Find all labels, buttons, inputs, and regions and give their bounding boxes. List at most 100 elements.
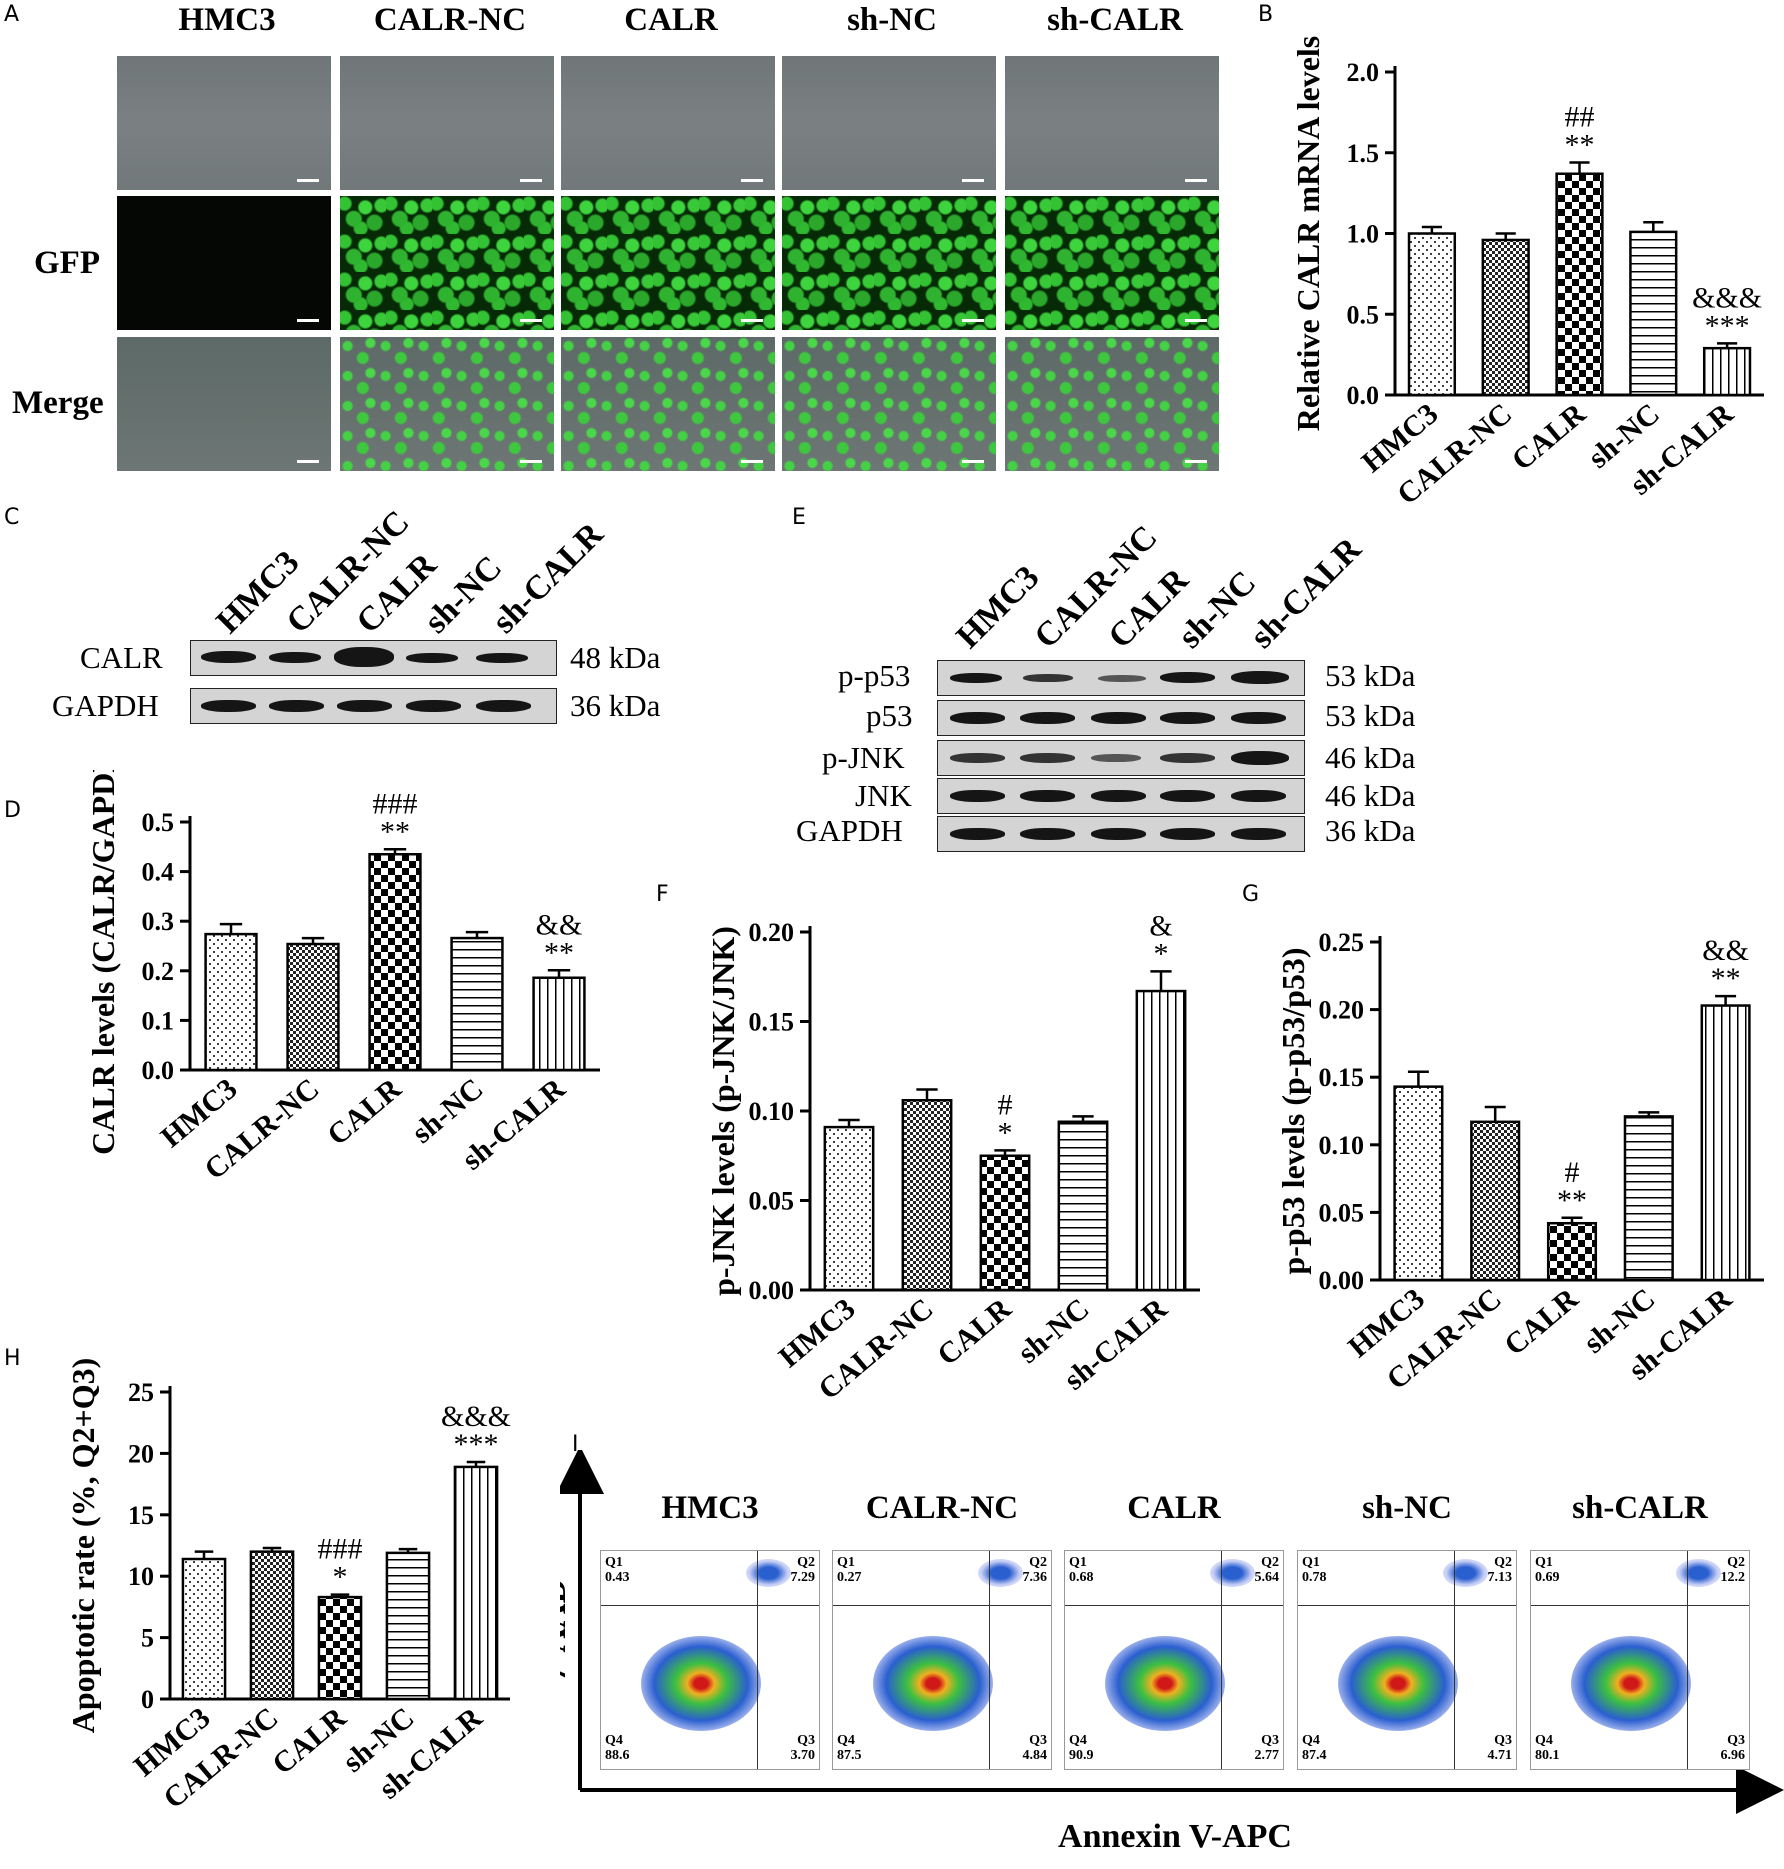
y-tick-label: 25 xyxy=(128,1378,154,1407)
blot-protein-label: GAPDH xyxy=(52,688,159,723)
bar xyxy=(1629,230,1678,397)
brightfield-image-hmc3 xyxy=(117,56,331,190)
y-tick-label: 1.0 xyxy=(1347,220,1380,249)
x-tick-label: CALR xyxy=(931,1292,1018,1372)
col-header-calr-nc: CALR-NC xyxy=(373,2,527,38)
flow-plot-title: CALR xyxy=(1127,1490,1221,1526)
blot-kda-label: 46 kDa xyxy=(1325,778,1416,813)
bar xyxy=(204,932,258,1072)
blot-strip-p-p53 xyxy=(937,660,1305,696)
panel-letter-c: C xyxy=(4,505,20,530)
significance-label: ### xyxy=(373,787,418,820)
bar xyxy=(1135,989,1187,1292)
bar xyxy=(317,1595,363,1701)
panel-i-axes: 7-AAD Annexin V-APC xyxy=(560,1450,1784,1855)
y-tick-label: 2.0 xyxy=(1347,58,1380,87)
blot-protein-label: p-p53 xyxy=(838,658,911,693)
bar xyxy=(1702,346,1752,397)
bar xyxy=(1407,232,1457,397)
y-tick-label: 0.05 xyxy=(1319,1198,1365,1227)
blot-protein-label: GAPDH xyxy=(796,813,903,848)
bar xyxy=(1057,1120,1109,1292)
lane-label: HMC3 xyxy=(949,559,1046,655)
brightfield-image-sh-nc xyxy=(782,56,996,190)
bar xyxy=(1481,238,1530,397)
significance-label: ** xyxy=(380,815,410,848)
blot-kda-label: 46 kDa xyxy=(1325,740,1416,775)
quadrant-label-q3: Q3 4.71 xyxy=(1487,1733,1513,1763)
panel-e-lane-labels: HMC3 CALR-NC CALR sh-NC sh-CALR xyxy=(949,519,1368,655)
bar xyxy=(450,936,504,1072)
panel-letter-i: I xyxy=(572,1432,579,1457)
y-tick-label: 0.5 xyxy=(142,808,175,837)
blot-protein-label: CALR xyxy=(80,640,163,675)
y-tick-label: 0.3 xyxy=(142,907,175,936)
chart-d-calr-protein: CALR levels (CALR/GAPDH) 0.0 0.1 0.2 0.3 0.4 0… xyxy=(85,770,600,1186)
blot-protein-label: p-JNK xyxy=(822,740,905,775)
significance-label: &&& xyxy=(1692,281,1762,314)
x-tick-label: CALR xyxy=(321,1072,408,1152)
gfp-image-hmc3 xyxy=(117,196,331,330)
brightfield-image-sh-calr xyxy=(1005,56,1219,190)
significance-label: && xyxy=(536,908,583,941)
blot-kda-label: 48 kDa xyxy=(570,640,661,675)
quadrant-label-q2: Q2 12.2 xyxy=(1720,1555,1746,1585)
chart-b-calr-mrna: Relative CALR mRNA levels 0.0 0.5 1.0 1.5 2.0… xyxy=(1290,36,1764,511)
merge-image-sh-nc xyxy=(782,337,996,471)
quadrant-label-q2: Q2 5.64 xyxy=(1254,1555,1280,1585)
col-header-sh-nc: sh-NC xyxy=(847,2,937,38)
quadrant-label-q1: Q1 0.27 xyxy=(837,1555,862,1585)
bar xyxy=(1470,1120,1521,1282)
chart-g-p-p53: p-p53 levels (p-p53/p53) 0.00 0.05 0.10 0.15… xyxy=(1275,928,1764,1396)
y-tick-label: 0.2 xyxy=(142,957,175,986)
y-tick-label: 0.10 xyxy=(749,1097,795,1126)
merge-image-hmc3 xyxy=(117,337,331,471)
significance-label: # xyxy=(998,1088,1013,1121)
bar xyxy=(181,1557,227,1701)
blot-strip-calr xyxy=(190,640,557,676)
bar xyxy=(1555,172,1604,397)
gfp-image-calr xyxy=(561,196,775,330)
row-label-merge: Merge xyxy=(12,385,104,421)
row-label-gfp: GFP xyxy=(34,245,100,281)
quadrant-label-q4: Q4 90.9 xyxy=(1069,1733,1094,1763)
y-tick-label: 0.25 xyxy=(1319,928,1365,957)
x-tick-label: CALR xyxy=(266,1701,353,1781)
quadrant-label-q1: Q1 0.78 xyxy=(1302,1555,1327,1585)
panel-letter-g: G xyxy=(1242,882,1260,907)
significance-label: && xyxy=(1702,934,1749,967)
merge-image-sh-calr xyxy=(1005,337,1219,471)
y-tick-label: 0.0 xyxy=(1347,381,1380,410)
blot-strip-gapdh xyxy=(190,688,557,724)
brightfield-image-calr-nc xyxy=(340,56,554,190)
blot-kda-label: 36 kDa xyxy=(1325,813,1416,848)
y-axis-label: 7-AAD xyxy=(560,1579,573,1681)
flow-plot: Q1 0.27 Q2 7.36 Q4 87.5 Q3 4.84 xyxy=(832,1550,1052,1770)
significance-label: ** xyxy=(1565,128,1595,161)
y-tick-label: 20 xyxy=(128,1439,154,1468)
quadrant-label-q2: Q2 7.13 xyxy=(1487,1555,1513,1585)
gfp-image-sh-nc xyxy=(782,196,996,330)
y-tick-label: 15 xyxy=(128,1501,154,1530)
significance-label: ** xyxy=(1711,962,1741,995)
significance-label: ## xyxy=(1565,100,1595,133)
quadrant-label-q1: Q1 0.69 xyxy=(1535,1555,1560,1585)
quadrant-label-q2: Q2 7.36 xyxy=(1022,1555,1048,1585)
flow-plot: Q1 0.43 Q2 7.29 Q4 88.6 Q3 3.70 xyxy=(600,1550,820,1770)
panel-letter-h: H xyxy=(4,1346,21,1371)
y-tick-label: 0.20 xyxy=(749,918,795,947)
y-axis-label: p-p53 levels (p-p53/p53) xyxy=(1275,947,1311,1274)
panel-letter-d: D xyxy=(4,798,21,823)
blot-kda-label: 53 kDa xyxy=(1325,658,1416,693)
y-tick-label: 0.20 xyxy=(1319,996,1365,1025)
col-header-sh-calr: sh-CALR xyxy=(1047,2,1183,38)
y-tick-label: 0.00 xyxy=(749,1276,795,1305)
flow-plot: Q1 0.78 Q2 7.13 Q4 87.4 Q3 4.71 xyxy=(1297,1550,1517,1770)
chart-h-apoptotic-rate: Apoptotic rate (%, Q2+Q3) 0510152025HMC3C… xyxy=(65,1358,511,1816)
flow-plot-title: CALR-NC xyxy=(865,1490,1019,1526)
bar xyxy=(823,1125,875,1292)
quadrant-label-q1: Q1 0.43 xyxy=(605,1555,630,1585)
x-axis-label: Annexin V-APC xyxy=(1058,1818,1292,1855)
y-tick-label: 0.15 xyxy=(1319,1063,1365,1092)
significance-label: & xyxy=(1149,909,1172,942)
